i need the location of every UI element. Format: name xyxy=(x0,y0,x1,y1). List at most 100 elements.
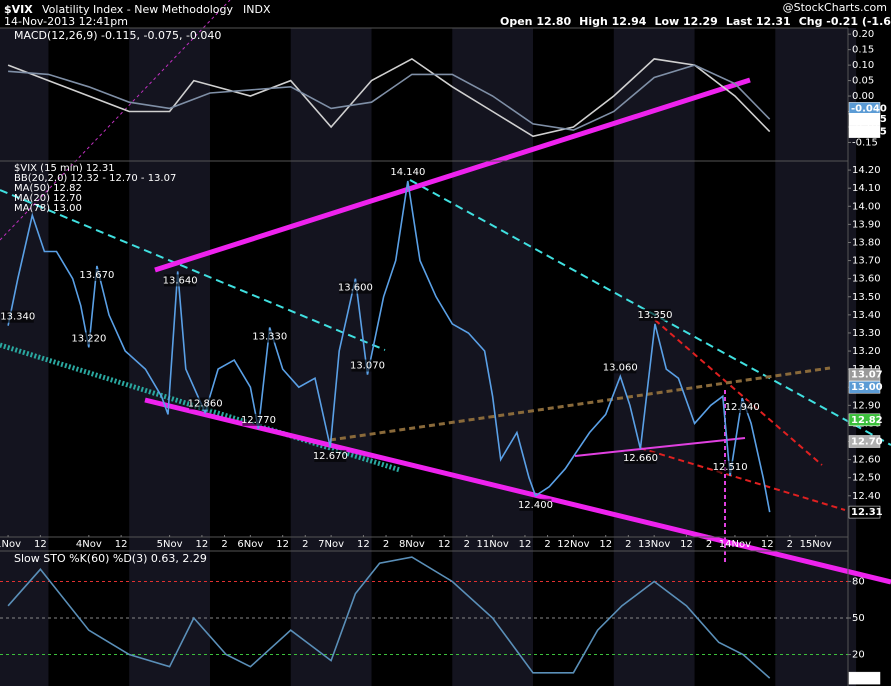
point-label-bg xyxy=(339,281,372,294)
y-tick-label: 13.50 xyxy=(852,292,881,303)
legend-entry: MA(78) 13.00 xyxy=(14,203,82,214)
value-box xyxy=(848,125,881,138)
point-label-bg xyxy=(1,310,34,323)
point-label-bg xyxy=(726,401,759,414)
y-tick-label: 13.30 xyxy=(852,328,881,339)
quote-field: Open 12.80 xyxy=(500,15,571,28)
point-label: 13.330 xyxy=(252,332,287,343)
day-band xyxy=(452,28,534,686)
x-tick-label: 12Nov xyxy=(557,539,589,550)
data-line xyxy=(8,64,771,131)
y-tick-label: 12.50 xyxy=(852,473,881,484)
point-label-bg xyxy=(253,330,286,343)
point-label-bg xyxy=(80,269,113,281)
point-label: 13.070 xyxy=(350,361,385,372)
value-box-label: 0.63 xyxy=(851,673,876,684)
x-tick-label: 2 xyxy=(302,539,308,550)
quote-field: Low 12.29 xyxy=(654,15,717,28)
watermark: @StockCharts.com xyxy=(783,1,887,14)
value-box xyxy=(848,368,881,381)
point-label-bg xyxy=(624,451,657,464)
point-label: 12.860 xyxy=(188,399,223,410)
point-label: 12.660 xyxy=(623,453,658,464)
point-label-bg xyxy=(391,165,424,178)
y-tick-label: 20 xyxy=(852,650,865,661)
value-box xyxy=(848,413,881,427)
quote-field: Last 12.31 xyxy=(726,15,791,28)
quote-field: High 12.94 xyxy=(579,15,647,28)
y-tick-label: 0.00 xyxy=(852,91,874,102)
point-label-bg xyxy=(714,460,747,473)
data-line xyxy=(7,556,771,679)
value-box xyxy=(848,435,881,448)
x-tick-label: 2 xyxy=(787,539,793,550)
point-label: 12.940 xyxy=(725,402,760,413)
quote-field: Chg -0.21 (-1.68%) xyxy=(799,15,891,28)
x-tick-label: 2 xyxy=(625,539,631,550)
x-tick-label: 11Nov xyxy=(477,539,509,550)
symbol: $VIX xyxy=(4,3,33,16)
panel-title: Slow STO %K(60) %D(3) 0.63, 2.29 xyxy=(14,552,207,565)
y-tick-label: 13.90 xyxy=(852,219,881,230)
legend-entry: BB(20,2.0) 12.32 - 12.70 - 13.07 xyxy=(14,173,176,184)
trendline xyxy=(144,397,891,585)
trendline xyxy=(329,366,831,442)
data-line xyxy=(7,180,771,513)
x-tick-label: 2 xyxy=(706,539,712,550)
day-band xyxy=(129,28,210,686)
value-box-label: 12.31 xyxy=(851,507,883,518)
point-label: 13.220 xyxy=(71,333,106,344)
day-band xyxy=(0,28,49,686)
x-tick-label: 12 xyxy=(519,539,532,550)
value-box xyxy=(848,380,881,394)
day-band xyxy=(775,28,857,686)
value-box-label: 13.07 xyxy=(851,370,883,381)
trendline xyxy=(654,319,823,466)
trendline xyxy=(639,447,846,511)
x-tick-label: 4Nov xyxy=(76,539,102,550)
point-label-bg xyxy=(519,498,552,511)
point-label-bg xyxy=(242,413,275,426)
x-tick-label: 8Nov xyxy=(399,539,425,550)
day-shading xyxy=(0,28,857,686)
point-label-bg xyxy=(164,274,197,287)
x-tick-label: 2 xyxy=(464,539,470,550)
date: 14-Nov-2013 12:41pm xyxy=(4,15,128,28)
trendline xyxy=(574,437,746,457)
point-label: 13.350 xyxy=(637,310,672,321)
subtitle: Volatility Index - New Methodology xyxy=(42,3,233,16)
point-label-bg xyxy=(638,308,671,321)
point-label-bg xyxy=(72,332,105,345)
point-label: 13.640 xyxy=(163,275,198,286)
value-box-label: -0.040 xyxy=(851,103,887,114)
x-tick-label: 12 xyxy=(357,539,370,550)
y-tick-label: 12.60 xyxy=(852,455,881,466)
x-tick-label: 12 xyxy=(115,539,128,550)
value-box-label: 12.82 xyxy=(851,415,883,426)
point-label-bg xyxy=(314,449,347,462)
x-tick-label: 2 xyxy=(221,539,227,550)
point-label: 13.670 xyxy=(79,270,114,281)
point-label: 13.600 xyxy=(338,283,373,294)
x-tick-label: 6Nov xyxy=(237,539,263,550)
x-tick-label: 2 xyxy=(544,539,550,550)
point-label: 12.510 xyxy=(713,462,748,473)
day-band xyxy=(290,28,372,686)
x-tick-label: 1Nov xyxy=(0,539,21,550)
x-tick-label: 12 xyxy=(438,539,451,550)
y-tick-label: 0.10 xyxy=(852,60,874,71)
value-box-label: 12.70 xyxy=(851,437,883,448)
x-tick-label: 5Nov xyxy=(157,539,183,550)
point-label: 12.400 xyxy=(518,500,553,511)
y-tick-label: 80 xyxy=(852,576,865,587)
point-label: 13.060 xyxy=(603,362,638,373)
value-box xyxy=(848,671,881,685)
x-tick-label: 12 xyxy=(599,539,612,550)
y-tick-label: 13.80 xyxy=(852,237,881,248)
y-tick-label: 13.70 xyxy=(852,256,881,267)
point-label-bg xyxy=(604,361,637,374)
value-box-label: -0.115 xyxy=(851,127,887,138)
x-tick-label: 12 xyxy=(34,539,47,550)
y-tick-label: 13.60 xyxy=(852,274,881,285)
trendline xyxy=(0,0,231,241)
